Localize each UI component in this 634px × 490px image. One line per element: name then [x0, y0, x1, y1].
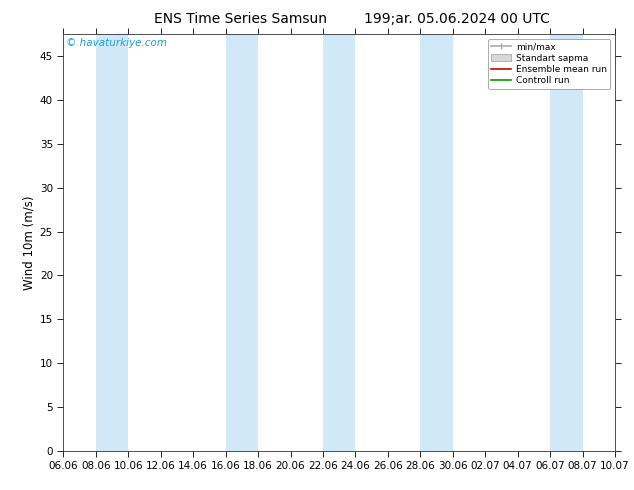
Bar [420, 34, 453, 451]
Bar [323, 34, 356, 451]
Text: © havaturkiye.com: © havaturkiye.com [66, 38, 167, 49]
Bar [226, 34, 258, 451]
Y-axis label: Wind 10m (m/s): Wind 10m (m/s) [23, 196, 36, 290]
Text: ENS Time Series Samsun: ENS Time Series Samsun [155, 12, 327, 26]
Bar [550, 34, 583, 451]
Bar [96, 34, 128, 451]
Text: 199;ar. 05.06.2024 00 UTC: 199;ar. 05.06.2024 00 UTC [363, 12, 550, 26]
Legend: min/max, Standart sapma, Ensemble mean run, Controll run: min/max, Standart sapma, Ensemble mean r… [488, 39, 611, 89]
